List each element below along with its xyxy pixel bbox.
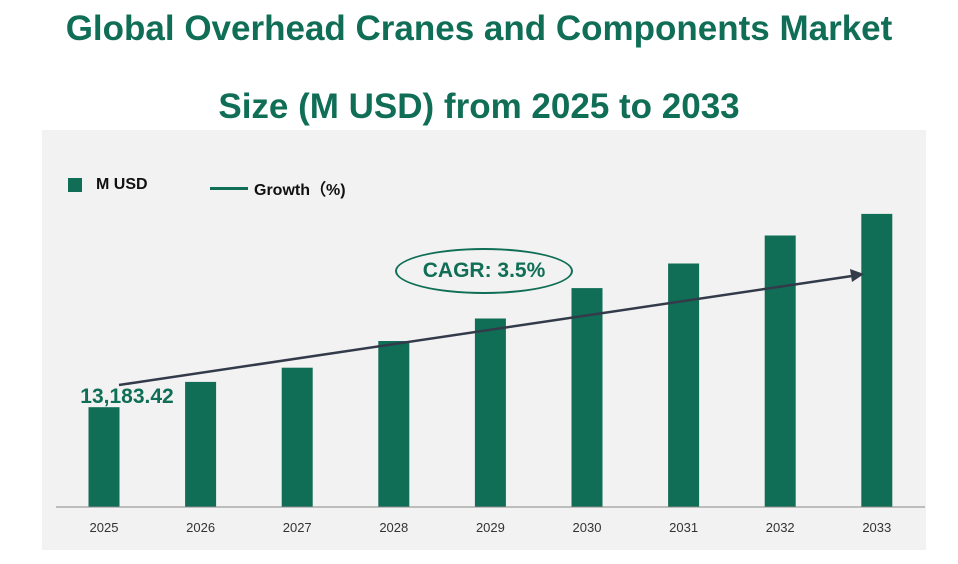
data-labels: 13,183.42 [80,385,173,408]
chart-title-line-2: Size (M USD) from 2025 to 2033 [218,87,740,126]
legend-line-swatch [210,186,248,190]
x-tick-label-2027: 2027 [283,520,312,535]
bar-2030 [571,288,603,507]
x-tick-label-2028: 2028 [379,520,408,535]
bar-2025 [88,407,120,507]
x-tick-label-2029: 2029 [476,520,505,535]
x-tick-label-2025: 2025 [90,520,119,535]
legend-item-m-usd: M USD [68,176,148,194]
data-label-2025: 13,183.42 [80,385,173,408]
legend-label-growth: Growth（%) [254,182,346,199]
bar-2029 [474,318,506,507]
x-tick-label-2032: 2032 [766,520,795,535]
bar-2027 [281,367,313,507]
legend-bar-swatch [68,178,82,192]
legend-label-m-usd: M USD [96,176,148,193]
x-tick-label-2031: 2031 [669,520,698,535]
bar-2028 [378,341,410,507]
trend-arrow-line [118,274,853,387]
bar-2032 [764,235,796,507]
trend-arrow-head [850,269,864,282]
chart-title-line-1: Global Overhead Cranes and Components Ma… [65,9,893,48]
x-tick-label-2026: 2026 [186,520,215,535]
x-tick-labels: 2025 2026 2027 2028 2029 2030 2031 2032 2033 [90,520,892,535]
x-tick-label-2033: 2033 [862,520,891,535]
trend-arrow [118,269,864,387]
bars [88,213,893,507]
legend-item-growth: Growth（%) [210,176,346,200]
x-tick-label-2030: 2030 [573,520,602,535]
bar-2026 [185,381,217,507]
bar-2033 [861,213,893,507]
cagr-annotation: CAGR: 3.5% [395,248,573,294]
bar-2031 [668,263,700,507]
